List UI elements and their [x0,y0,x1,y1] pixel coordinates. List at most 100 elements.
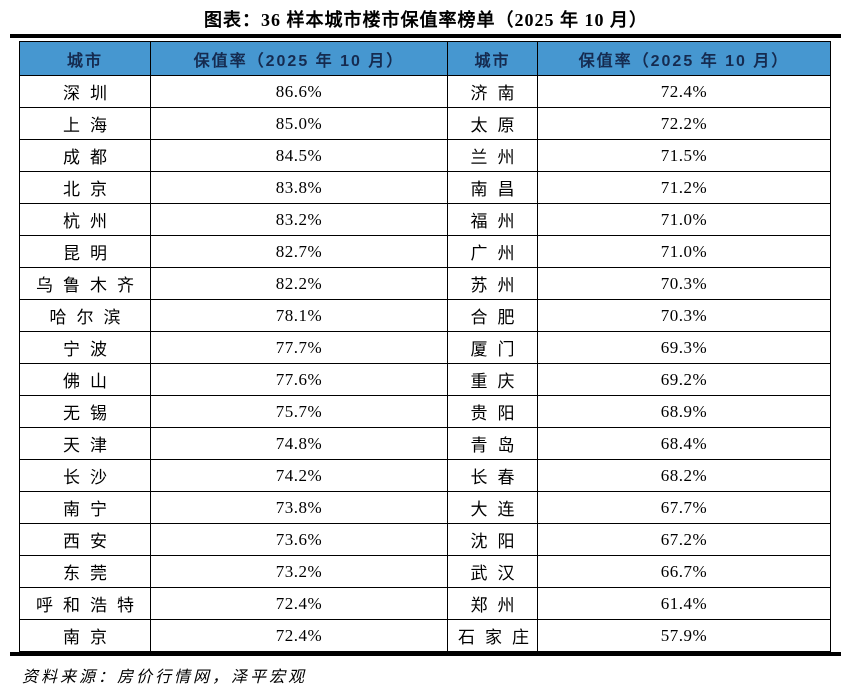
city-cell: 济南 [447,75,538,108]
city-cell: 厦门 [447,331,538,364]
city-cell: 郑州 [447,587,538,620]
city-cell: 西安 [19,523,151,556]
city-cell: 武汉 [447,555,538,588]
figure-title: 图表：36 样本城市楼市保值率榜单（2025 年 10 月） [204,10,648,30]
bottom-rule [10,652,841,656]
rate-cell: 82.2% [150,267,448,300]
city-cell: 哈尔滨 [19,299,151,332]
city-retention-table: 城市 保值率（2025 年 10 月） 城市 保值率（2025 年 10 月） 深圳 8… [19,41,831,652]
rate-cell: 83.2% [150,203,448,236]
table-row: 深圳 86.6% 济南 72.4% [19,75,831,108]
table-row: 呼和浩特 72.4% 郑州 61.4% [19,587,831,620]
rate-cell: 68.9% [537,395,831,428]
rate-cell: 70.3% [537,267,831,300]
city-cell: 太原 [447,107,538,140]
city-cell: 南京 [19,619,151,652]
rate-cell: 72.4% [537,75,831,108]
city-cell: 天津 [19,427,151,460]
rate-cell: 77.7% [150,331,448,364]
rate-cell: 78.1% [150,299,448,332]
rate-cell: 71.2% [537,171,831,204]
city-cell: 南宁 [19,491,151,524]
table-row: 南宁 73.8% 大连 67.7% [19,491,831,524]
city-cell: 深圳 [19,75,151,108]
city-cell: 上海 [19,107,151,140]
rate-cell: 67.2% [537,523,831,556]
rate-cell: 69.2% [537,363,831,396]
table-row: 长沙 74.2% 长春 68.2% [19,459,831,492]
rate-cell: 73.8% [150,491,448,524]
rate-cell: 61.4% [537,587,831,620]
city-cell: 东莞 [19,555,151,588]
city-cell: 长沙 [19,459,151,492]
city-cell: 大连 [447,491,538,524]
city-cell: 重庆 [447,363,538,396]
rate-cell: 69.3% [537,331,831,364]
city-cell: 福州 [447,203,538,236]
table-row: 佛山 77.6% 重庆 69.2% [19,363,831,396]
rate-cell: 72.2% [537,107,831,140]
table-row: 北京 83.8% 南昌 71.2% [19,171,831,204]
table-row: 成都 84.5% 兰州 71.5% [19,139,831,172]
table-row: 宁波 77.7% 厦门 69.3% [19,331,831,364]
city-cell: 北京 [19,171,151,204]
top-rule [10,34,841,38]
city-cell: 杭州 [19,203,151,236]
city-cell: 南昌 [447,171,538,204]
rate-cell: 67.7% [537,491,831,524]
table-row: 南京 72.4% 石家庄 57.9% [19,619,831,652]
rate-cell: 75.7% [150,395,448,428]
rate-cell: 86.6% [150,75,448,108]
table-row: 上海 85.0% 太原 72.2% [19,107,831,140]
city-cell: 昆明 [19,235,151,268]
rate-cell: 71.0% [537,203,831,236]
rate-cell: 77.6% [150,363,448,396]
rate-cell: 73.6% [150,523,448,556]
column-header-rate: 保值率（2025 年 10 月） [150,41,448,76]
table-row: 东莞 73.2% 武汉 66.7% [19,555,831,588]
rate-cell: 68.2% [537,459,831,492]
rate-cell: 74.8% [150,427,448,460]
source-note: 资料来源：房价行情网，泽平宏观 [22,669,308,686]
column-header-city: 城市 [447,41,538,76]
table-row: 昆明 82.7% 广州 71.0% [19,235,831,268]
city-cell: 石家庄 [447,619,538,652]
rate-cell: 74.2% [150,459,448,492]
city-cell: 青岛 [447,427,538,460]
header-row: 城市 保值率（2025 年 10 月） 城市 保值率（2025 年 10 月） [19,41,831,76]
rate-cell: 85.0% [150,107,448,140]
rate-cell: 68.4% [537,427,831,460]
column-header-rate: 保值率（2025 年 10 月） [537,41,831,76]
city-cell: 苏州 [447,267,538,300]
table-row: 西安 73.6% 沈阳 67.2% [19,523,831,556]
city-cell: 呼和浩特 [19,587,151,620]
rate-cell: 82.7% [150,235,448,268]
rate-cell: 72.4% [150,619,448,652]
rate-cell: 66.7% [537,555,831,588]
city-cell: 沈阳 [447,523,538,556]
rate-cell: 84.5% [150,139,448,172]
city-cell: 广州 [447,235,538,268]
table-row: 天津 74.8% 青岛 68.4% [19,427,831,460]
city-cell: 成都 [19,139,151,172]
city-cell: 乌鲁木齐 [19,267,151,300]
city-cell: 贵阳 [447,395,538,428]
rate-cell: 70.3% [537,299,831,332]
table-row: 杭州 83.2% 福州 71.0% [19,203,831,236]
city-cell: 宁波 [19,331,151,364]
rate-cell: 83.8% [150,171,448,204]
city-cell: 长春 [447,459,538,492]
city-cell: 佛山 [19,363,151,396]
rate-cell: 71.0% [537,235,831,268]
city-cell: 无锡 [19,395,151,428]
city-cell: 兰州 [447,139,538,172]
city-cell: 合肥 [447,299,538,332]
rate-cell: 57.9% [537,619,831,652]
rate-cell: 73.2% [150,555,448,588]
table-row: 哈尔滨 78.1% 合肥 70.3% [19,299,831,332]
rate-cell: 71.5% [537,139,831,172]
column-header-city: 城市 [19,41,151,76]
table-row: 无锡 75.7% 贵阳 68.9% [19,395,831,428]
table-row: 乌鲁木齐 82.2% 苏州 70.3% [19,267,831,300]
